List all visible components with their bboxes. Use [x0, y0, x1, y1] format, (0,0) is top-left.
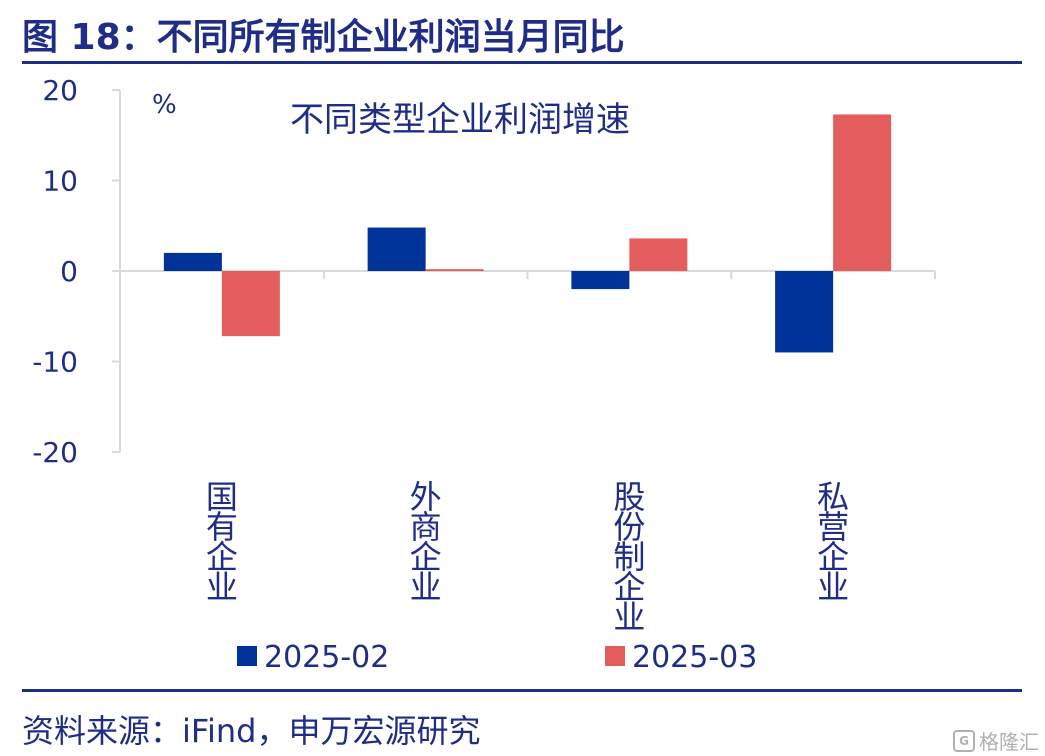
legend-label: 2025-03 — [632, 640, 757, 675]
bar-2025-03-私营企业 — [833, 114, 892, 271]
chart-bars — [163, 114, 892, 353]
category-label: 国有企业 — [206, 478, 238, 606]
watermark-text: 格隆汇 — [979, 730, 1039, 754]
legend-swatch-2025-03 — [605, 646, 625, 666]
y-tick-label: -20 — [32, 436, 78, 469]
title-rule — [22, 61, 1022, 64]
y-unit-label: % — [152, 90, 177, 120]
category-labels: 国有企业 外商企业 股份制企业 私营企业 — [206, 478, 849, 636]
watermark-logo-icon: G — [953, 729, 975, 752]
y-tick-label: 0 — [60, 255, 78, 288]
figure-title: 图 18：不同所有制企业利润当月同比 — [22, 17, 625, 58]
source-note: 资料来源：iFind，申万宏源研究 — [22, 712, 481, 750]
chart-legend: 2025-02 2025-03 — [237, 640, 757, 675]
y-tick-label: 20 — [42, 74, 78, 107]
y-tick-label: 10 — [42, 165, 78, 198]
legend-label: 2025-02 — [264, 640, 389, 675]
bar-2025-03-外商企业 — [425, 269, 484, 271]
bar-2025-03-国有企业 — [221, 271, 280, 337]
bar-chart: 20 10 0 -10 -20 国有企业 外商企业 股份制企业 私营企业 % 不同类型企业利润… — [32, 74, 936, 675]
y-tick-label: -10 — [32, 346, 78, 379]
category-label: 外商企业 — [410, 478, 442, 606]
chart-title: 不同类型企业利润增速 — [290, 100, 630, 140]
category-label: 私营企业 — [817, 478, 849, 606]
y-tick-labels: 20 10 0 -10 -20 — [32, 74, 78, 469]
bar-2025-03-股份制企业 — [629, 238, 688, 271]
watermark: G 格隆汇 — [953, 726, 1039, 755]
bar-2025-02-国有企业 — [163, 252, 222, 271]
legend-swatch-2025-02 — [237, 646, 257, 666]
source-rule — [22, 689, 1022, 692]
category-label: 股份制企业 — [613, 478, 645, 636]
bar-2025-02-外商企业 — [367, 227, 426, 271]
bar-2025-02-私营企业 — [775, 271, 834, 353]
bar-2025-02-股份制企业 — [571, 271, 630, 290]
